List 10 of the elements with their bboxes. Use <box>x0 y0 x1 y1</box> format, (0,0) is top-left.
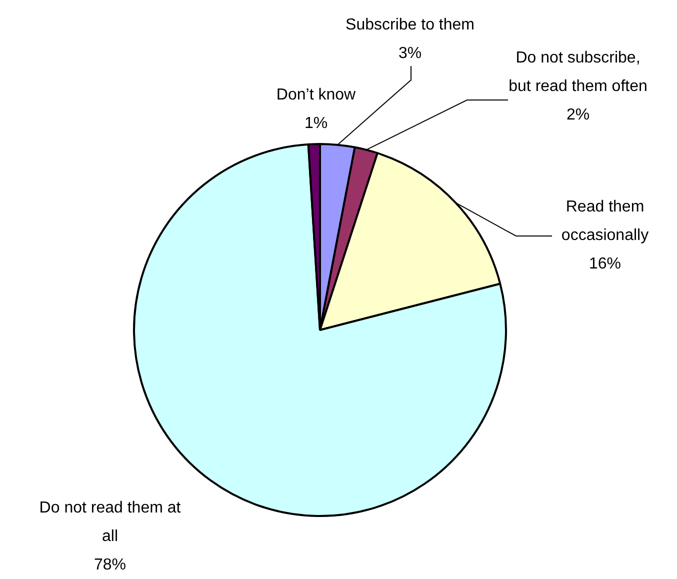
data-label: 78% <box>94 556 126 574</box>
slice-label: Do not subscribe, but read them often <box>508 49 648 95</box>
data-label: 3% <box>398 44 422 62</box>
slice-label: Subscribe to them <box>346 16 474 34</box>
slice-label: Read them occasionally <box>561 198 649 244</box>
data-label: 2% <box>566 106 590 124</box>
data-label: 1% <box>304 114 328 132</box>
slice-label: Do not read them at all <box>39 499 182 545</box>
data-label: 16% <box>588 255 622 272</box>
slice-label: Don’t know <box>276 86 356 104</box>
